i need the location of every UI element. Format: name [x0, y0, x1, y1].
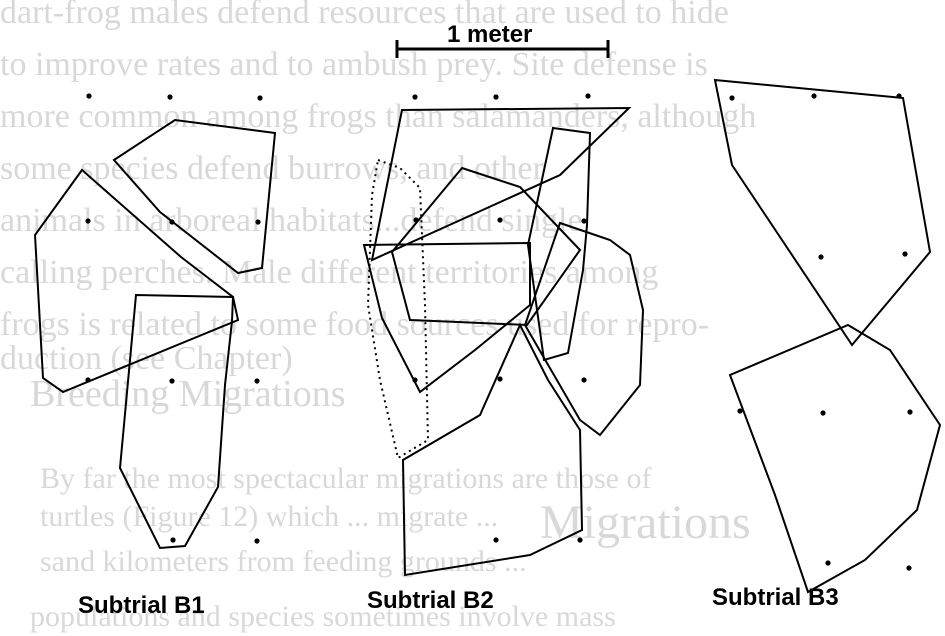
territory-polygon [112, 118, 277, 275]
subtrial-b3-label: Subtrial B3 [712, 584, 839, 611]
grid-point [581, 218, 587, 224]
subtrial-b2-territories [362, 106, 645, 577]
bleed-section-number: Migrations [540, 496, 751, 549]
subtrial-b3-territories [713, 78, 942, 594]
territory-polygon [33, 168, 240, 394]
grid-point [825, 560, 831, 566]
territory-polygon [118, 293, 235, 550]
territory-polygon [390, 166, 582, 327]
grid-point [906, 565, 912, 571]
grid-point [585, 93, 591, 99]
bleed-line: more common among frogs than salamanders… [0, 98, 757, 135]
grid-point [169, 378, 175, 384]
grid-point [85, 377, 91, 383]
bleed-line: to improve rates and to ambush prey. Sit… [0, 46, 708, 83]
subtrial-b1-territories [33, 118, 277, 550]
grid-point [820, 410, 826, 416]
grid-point [811, 93, 817, 99]
grid-point [170, 537, 176, 543]
grid-point [255, 219, 261, 225]
subtrial-b2-dotted-territory [366, 158, 430, 460]
grid-point [818, 254, 824, 260]
grid-point [412, 94, 418, 100]
subtrial-b1-label: Subtrial B1 [78, 592, 205, 619]
territory-polygon [370, 106, 632, 262]
grid-point [169, 219, 175, 225]
grid-point [497, 217, 503, 223]
grid-point [257, 95, 263, 101]
scale-bar-label: 1 meter [447, 21, 533, 48]
grid-point [581, 377, 587, 383]
grid-point [412, 377, 418, 383]
territory-polygon [713, 78, 932, 347]
territory-polygon [401, 322, 584, 577]
grid-point [86, 93, 92, 99]
grid-point [167, 94, 173, 100]
grid-point [254, 378, 260, 384]
bleed-heading: Breeding Migrations [30, 373, 346, 415]
territory-polygon [362, 241, 531, 394]
grid-point [493, 94, 499, 100]
bleed-line: calling perches. Male different territor… [0, 254, 659, 291]
subtrial-b3-grid-points [729, 93, 913, 571]
grid-point [896, 93, 902, 99]
scale-bar [395, 40, 610, 58]
bleed-line: sand kilometers from feeding grounds ... [40, 545, 527, 578]
bleed-line: turtles (Figure 12) which ... migrate ..… [40, 500, 499, 533]
grid-point [497, 376, 503, 382]
subtrial-b1-grid-points [85, 93, 263, 544]
bleed-line: By far the most spectacular migrations a… [40, 462, 652, 495]
bleed-line: populations and species sometimes involv… [30, 600, 616, 633]
bleed-line: dart-frog males defend resources that ar… [0, 0, 729, 31]
bleed-line: frogs is related to some food sources us… [0, 306, 710, 343]
subtrial-b2-grid-points [412, 93, 591, 543]
grid-point [413, 217, 419, 223]
subtrial-b2-label: Subtrial B2 [367, 587, 494, 614]
grid-point [907, 409, 913, 415]
grid-point [493, 537, 499, 543]
dotted-territory-polygon [366, 158, 430, 460]
grid-point [729, 95, 735, 101]
grid-point [577, 537, 583, 543]
grid-point [254, 538, 260, 544]
grid-point [737, 408, 743, 414]
territory-polygon [526, 126, 592, 362]
grid-point [902, 251, 908, 257]
territory-polygon [523, 221, 645, 437]
grid-point [85, 218, 91, 224]
territory-polygon [728, 323, 942, 594]
